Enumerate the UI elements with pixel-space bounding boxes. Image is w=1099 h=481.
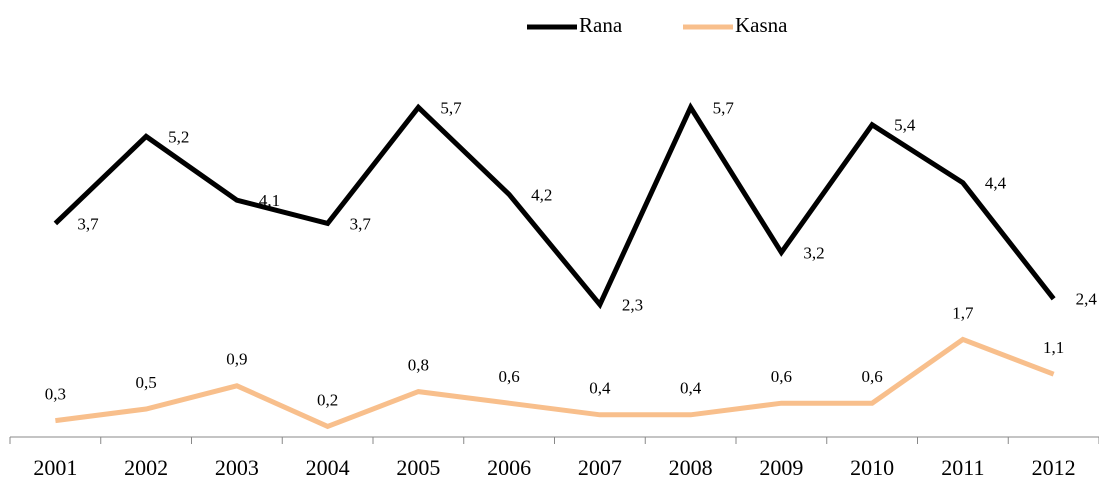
data-label: 2,3 — [622, 296, 643, 315]
line — [53, 102, 1056, 310]
data-label: 1,1 — [1043, 338, 1064, 357]
x-tick-label: 2009 — [759, 455, 803, 480]
data-label: 0,6 — [499, 367, 520, 386]
data-label: 4,1 — [259, 191, 280, 210]
line — [55, 336, 1055, 430]
data-label: 0,5 — [136, 373, 157, 392]
legend-label: Kasna — [735, 13, 788, 37]
data-label: 3,2 — [803, 243, 824, 262]
data-label: 5,2 — [168, 127, 189, 146]
data-label: 4,4 — [985, 174, 1007, 193]
x-tick-label: 2005 — [396, 455, 440, 480]
x-tick-label: 2011 — [941, 455, 984, 480]
data-label: 1,7 — [952, 303, 974, 322]
data-label: 0,6 — [771, 367, 792, 386]
data-label: 4,2 — [531, 185, 552, 204]
data-label: 3,7 — [77, 214, 99, 233]
x-tick-label: 2003 — [215, 455, 259, 480]
x-tick-label: 2010 — [850, 455, 894, 480]
x-tick-label: 2004 — [306, 455, 350, 480]
data-label: 0,3 — [45, 385, 66, 404]
data-label: 5,7 — [440, 98, 462, 117]
data-label: 5,4 — [894, 116, 916, 135]
x-tick-label: 2007 — [578, 455, 622, 480]
x-tick-label: 2012 — [1032, 455, 1076, 480]
data-label: 5,7 — [713, 98, 735, 117]
x-tick-label: 2002 — [124, 455, 168, 480]
data-label: 2,4 — [1076, 290, 1098, 309]
data-label: 0,2 — [317, 390, 338, 409]
x-tick-label: 2008 — [669, 455, 713, 480]
data-label: 0,8 — [408, 356, 429, 375]
legend-label: Rana — [579, 13, 623, 37]
data-label: 0,9 — [226, 350, 247, 369]
data-label: 0,4 — [680, 379, 702, 398]
data-label: 0,6 — [862, 367, 883, 386]
x-tick-label: 2006 — [487, 455, 531, 480]
x-tick-label: 2001 — [33, 455, 77, 480]
data-label: 3,7 — [350, 214, 372, 233]
data-label: 0,4 — [589, 379, 611, 398]
